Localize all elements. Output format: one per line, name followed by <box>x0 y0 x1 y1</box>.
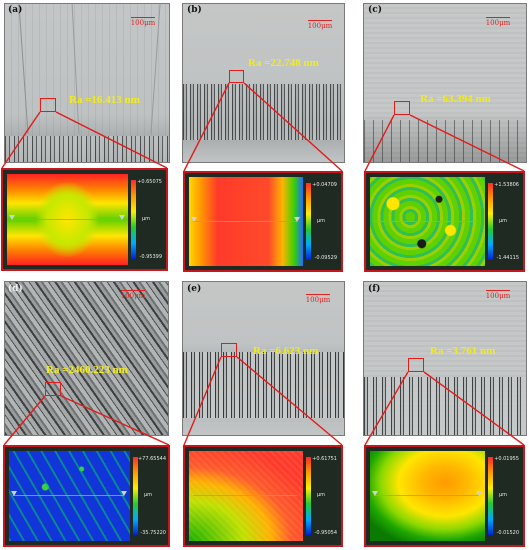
marker-box-d <box>45 382 61 396</box>
ra-value-c: Ra =63.394 nm <box>420 93 491 105</box>
cbar-min-f: -0.01520 <box>496 530 519 536</box>
panel-label-a: (a) <box>8 5 23 15</box>
color-scale-d <box>133 457 138 535</box>
scale-text-a: 100μm <box>130 19 156 27</box>
height-map-inset-b: +0.04709 μm -0.09529 <box>183 171 343 272</box>
color-scale-a <box>131 180 136 259</box>
profile-line-a <box>11 219 122 220</box>
cbar-max-c: +1.53806 <box>494 182 519 188</box>
micrograph-e <box>182 281 345 436</box>
profile-line-f <box>374 495 479 496</box>
marker-box-c <box>394 101 410 115</box>
color-scale-c <box>488 183 493 260</box>
cbar-min-d: -35.75220 <box>140 530 166 536</box>
profile-line-b <box>193 221 297 222</box>
marker-box-b <box>229 70 244 83</box>
cbar-max-a: +0.65075 <box>137 179 162 185</box>
panel-label-c: (c) <box>368 5 382 15</box>
scale-text-e: 100μm <box>305 296 331 304</box>
profile-start-marker-f <box>372 491 378 496</box>
scale-text-d: 100μm <box>120 292 146 300</box>
cbar-min-c: -1.44115 <box>496 255 519 261</box>
height-map-d <box>9 451 130 541</box>
height-map-inset-e: +0.61751 μm -0.95054 <box>183 445 343 547</box>
micrograph-c <box>363 3 527 163</box>
scale-bar-d: 100μm <box>120 290 146 300</box>
height-map-inset-a: +0.65075 μm -0.95399 <box>1 168 168 271</box>
profile-start-marker-a <box>9 215 15 220</box>
profile-end-marker-b <box>294 217 300 222</box>
micrograph-a <box>4 3 170 163</box>
cbar-max-e: +0.61751 <box>312 456 337 462</box>
cbar-unit-d: μm <box>143 492 152 498</box>
scale-text-f: 100μm <box>485 292 511 300</box>
profile-start-marker-b <box>191 217 197 222</box>
height-map-inset-c: +1.53806 μm -1.44115 <box>364 171 525 272</box>
scale-bar-f: 100μm <box>485 290 511 300</box>
cbar-max-b: +0.04709 <box>312 182 337 188</box>
micrograph-d <box>4 281 169 436</box>
ra-value-d: Ra =2460.223 nm <box>46 364 128 376</box>
color-scale-b <box>306 183 311 260</box>
profile-end-marker-a <box>119 215 125 220</box>
marker-box-f <box>408 358 424 372</box>
height-map-f <box>370 451 485 541</box>
marker-box-a <box>40 98 56 112</box>
profile-line-d <box>13 495 124 496</box>
cbar-unit-a: μm <box>141 216 150 222</box>
cbar-max-d: +77.65544 <box>137 456 166 462</box>
ra-value-b: Ra =22.748 nm <box>248 57 319 69</box>
scale-bar-e: 100μm <box>305 294 331 304</box>
scale-bar-a: 100μm <box>130 17 156 27</box>
scale-text-b: 100μm <box>307 22 333 30</box>
scale-text-c: 100μm <box>485 19 511 27</box>
ra-value-e: Ra =6.623 nm <box>253 345 319 357</box>
height-map-inset-f: +0.01955 μm -0.01520 <box>364 445 525 547</box>
profile-end-marker-d <box>121 491 127 496</box>
ra-value-a: Ra =16.413 nm <box>69 94 140 106</box>
panel-label-d: (d) <box>8 284 23 294</box>
profile-line-c <box>374 221 479 222</box>
marker-box-e <box>221 343 237 357</box>
ra-value-f: Ra =3.761 nm <box>430 345 496 357</box>
profile-start-marker-d <box>11 491 17 496</box>
scale-bar-c: 100μm <box>485 17 511 27</box>
cbar-max-f: +0.01955 <box>494 456 519 462</box>
panel-label-e: (e) <box>187 284 202 294</box>
height-map-inset-d: +77.65544 μm -35.75220 <box>3 445 170 547</box>
profile-end-marker-f <box>476 491 482 496</box>
cbar-min-b: -0.09529 <box>314 255 337 261</box>
cbar-unit-e: μm <box>316 492 325 498</box>
cbar-unit-f: μm <box>498 492 507 498</box>
cbar-unit-c: μm <box>498 218 507 224</box>
panel-label-f: (f) <box>368 284 381 294</box>
color-scale-f <box>488 457 493 535</box>
cbar-unit-b: μm <box>316 218 325 224</box>
color-scale-e <box>306 457 311 535</box>
height-map-e <box>189 451 303 541</box>
cbar-min-e: -0.95054 <box>314 530 337 536</box>
micrograph-f <box>363 281 527 436</box>
profile-line-e <box>193 495 297 496</box>
scale-bar-b: 100μm <box>307 20 333 30</box>
cbar-min-a: -0.95399 <box>139 254 162 260</box>
panel-label-b: (b) <box>187 5 202 15</box>
